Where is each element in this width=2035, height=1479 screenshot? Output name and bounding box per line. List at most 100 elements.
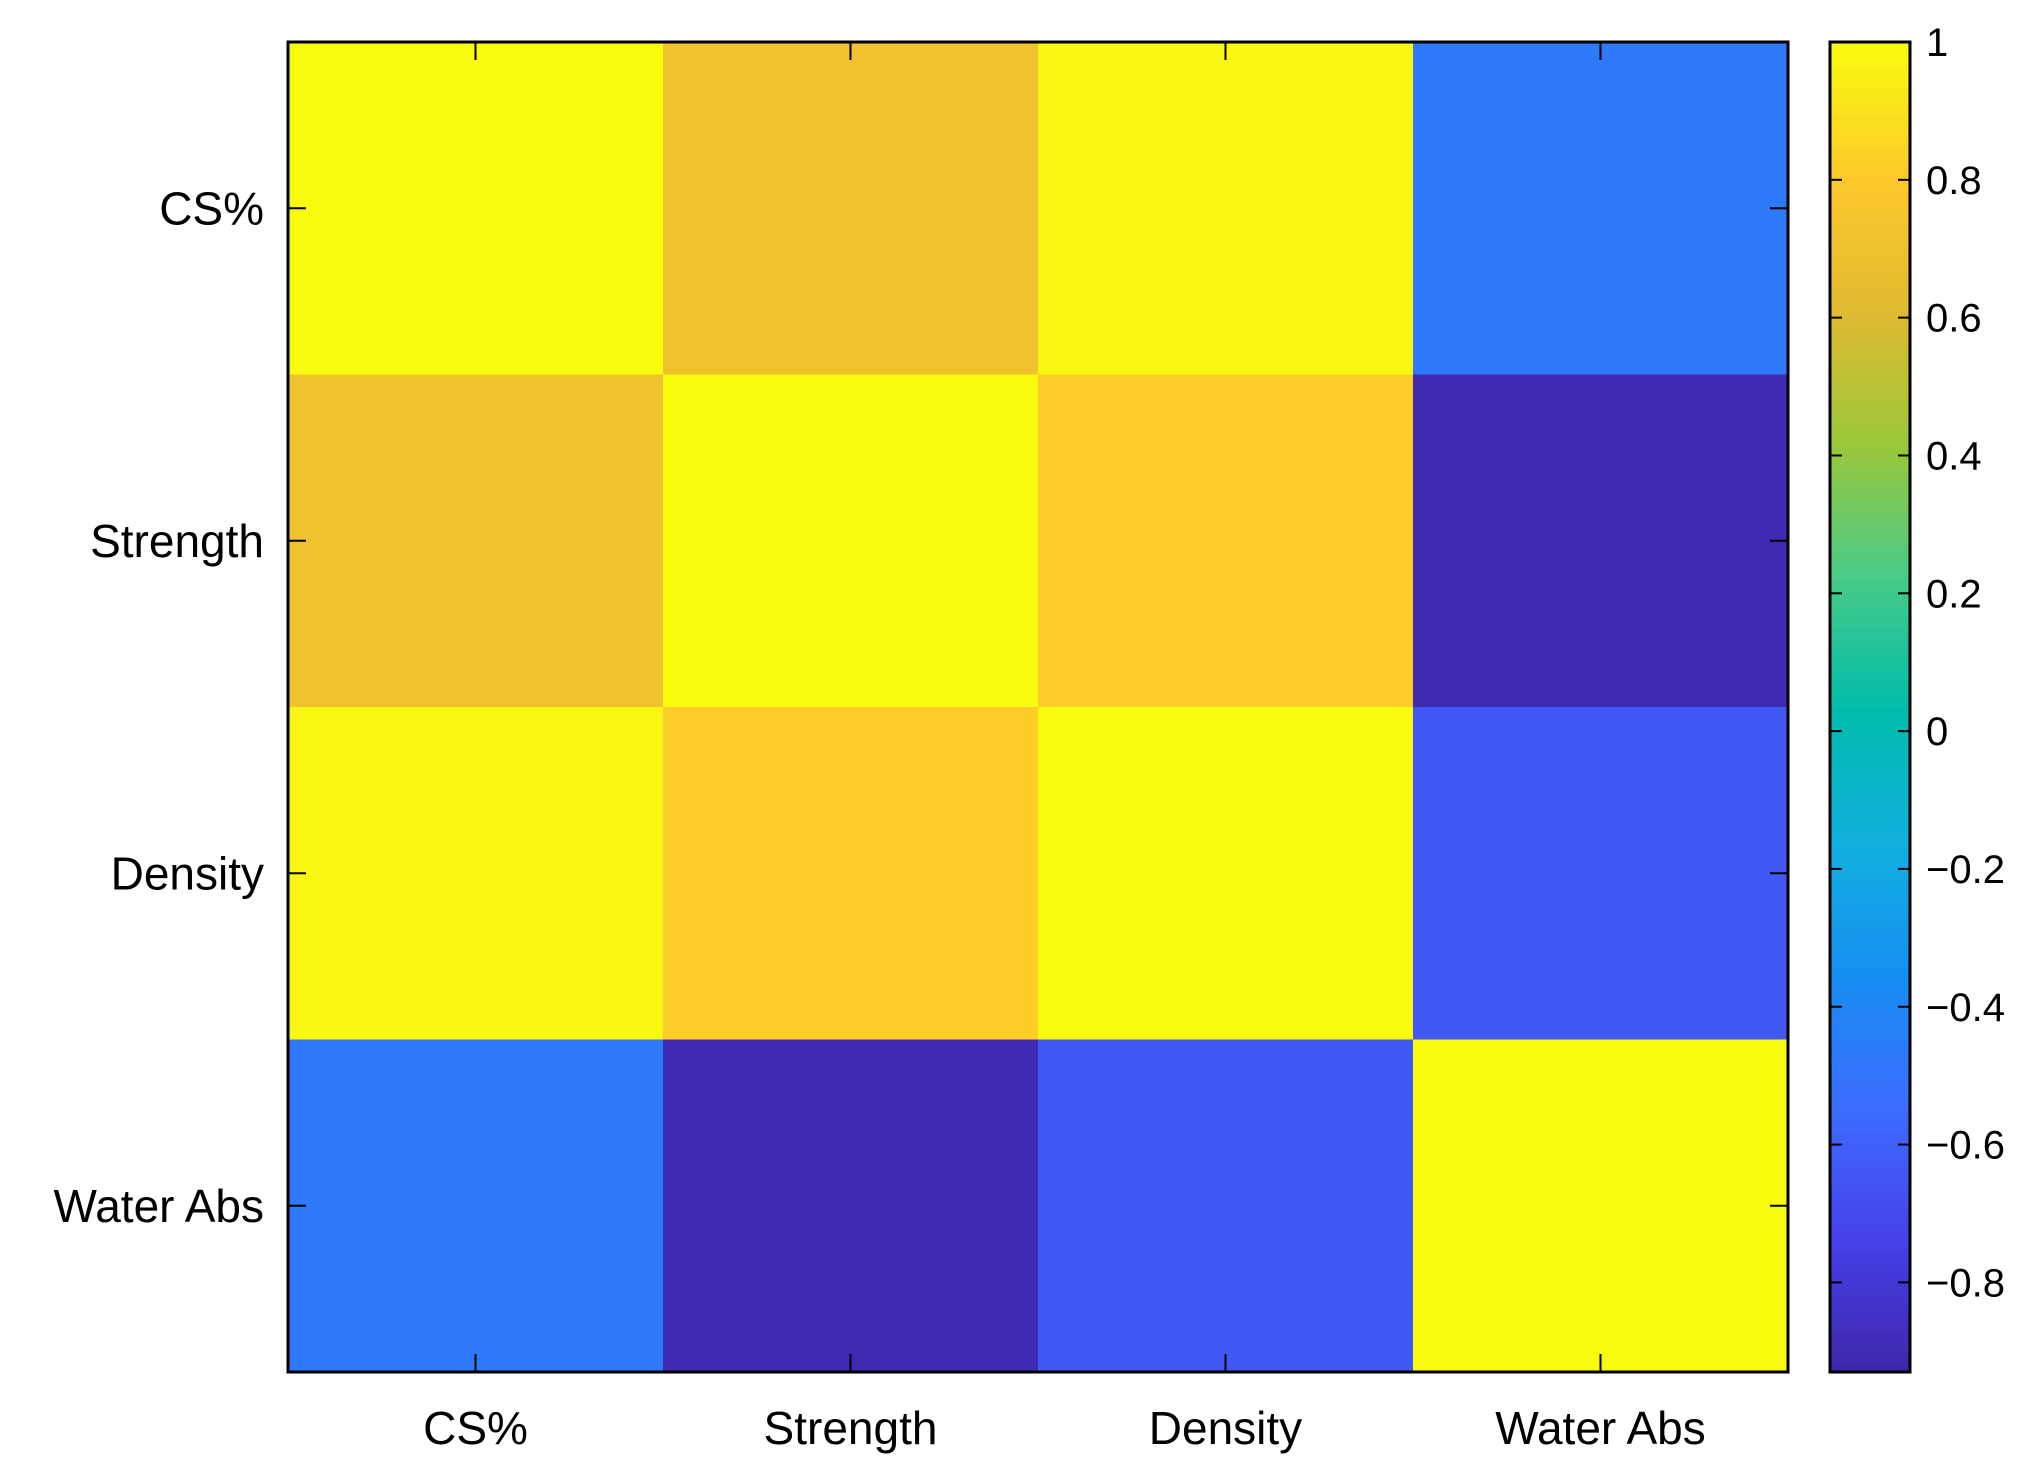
colorbar-gradient-step [1830, 806, 1910, 815]
heatmap-cell-2-1 [663, 707, 1039, 1040]
colorbar-gradient-step [1830, 567, 1910, 575]
y-tick-label: Strength [90, 515, 264, 567]
colorbar-gradient-step [1830, 434, 1910, 442]
colorbar-gradient-step [1830, 939, 1910, 948]
colorbar-gradient-step [1830, 161, 1910, 170]
colorbar-gradient-step [1830, 1106, 1910, 1114]
colorbar-gradient-step [1830, 1205, 1910, 1214]
colorbar-gradient-step [1830, 726, 1910, 735]
colorbar: 1 0.8 0.6 0.4 0.2 0 −0.2 −0.4 −0.6 −0.8 [1828, 21, 2005, 1374]
colorbar-tick-label: 0.8 [1926, 159, 1982, 203]
colorbar-gradient-step [1830, 587, 1910, 595]
colorbar-gradient-step [1830, 188, 1910, 196]
colorbar-gradient-step [1830, 1046, 1910, 1054]
colorbar-gradient-step [1830, 327, 1910, 336]
colorbar-gradient-step [1830, 460, 1910, 469]
colorbar-gradient-step [1830, 1278, 1910, 1287]
colorbar-gradient-step [1830, 953, 1910, 961]
colorbar-tick-label: 0.6 [1926, 297, 1982, 341]
colorbar-gradient-step [1830, 667, 1910, 675]
colorbar-gradient-step [1830, 454, 1910, 462]
colorbar-gradient-step [1830, 1179, 1910, 1187]
colorbar-gradient-step [1830, 1325, 1910, 1334]
colorbar-gradient-step [1830, 1026, 1910, 1034]
colorbar-tick-label: 0.2 [1926, 572, 1982, 616]
colorbar-gradient-step [1830, 1052, 1910, 1061]
colorbar-gradient-step [1830, 913, 1910, 921]
x-tick-label: CS% [423, 1402, 528, 1454]
colorbar-gradient-step [1830, 833, 1910, 841]
x-tick-label: Strength [764, 1402, 938, 1454]
colorbar-gradient-step [1830, 361, 1910, 369]
colorbar-gradient-step [1830, 1032, 1910, 1041]
colorbar-gradient-step [1830, 155, 1910, 163]
heatmap-cell-0-0 [288, 42, 664, 375]
colorbar-gradient-step [1830, 966, 1910, 974]
colorbar-gradient-step [1830, 1365, 1910, 1373]
colorbar-gradient-step [1830, 1125, 1910, 1134]
colorbar-gradient-step [1830, 1298, 1910, 1307]
colorbar-gradient-step [1830, 527, 1910, 536]
colorbar-gradient-step [1830, 148, 1910, 157]
colorbar-gradient-step [1830, 919, 1910, 928]
colorbar-gradient-step [1830, 1019, 1910, 1028]
colorbar-gradient-step [1830, 1119, 1910, 1127]
colorbar-gradient-step [1830, 613, 1910, 622]
colorbar-gradient-step [1830, 514, 1910, 522]
heatmap-cell-3-2 [1038, 1039, 1414, 1373]
colorbar-gradient-step [1830, 241, 1910, 250]
colorbar-gradient-step [1830, 221, 1910, 230]
colorbar-gradient-step [1830, 979, 1910, 988]
colorbar-gradient-step [1830, 201, 1910, 210]
colorbar-gradient-step [1830, 520, 1910, 529]
colorbar-gradient-step [1830, 95, 1910, 103]
colorbar-gradient-step [1830, 168, 1910, 176]
colorbar-gradient-step [1830, 1345, 1910, 1354]
heatmap-cell-2-3 [1413, 707, 1789, 1040]
colorbar-gradient-step [1830, 1318, 1910, 1327]
colorbar-gradient-step [1830, 554, 1910, 562]
colorbar-gradient-step [1830, 181, 1910, 190]
heatmap-cell-0-2 [1038, 42, 1414, 375]
colorbar-gradient-step [1830, 1332, 1910, 1340]
colorbar-gradient-step [1830, 1192, 1910, 1201]
colorbar-gradient-step [1830, 647, 1910, 655]
colorbar-gradient-step [1830, 301, 1910, 309]
colorbar-gradient-step [1830, 1006, 1910, 1014]
colorbar-gradient-step [1830, 1172, 1910, 1181]
colorbar-gradient-step [1830, 1132, 1910, 1141]
colorbar-tick-label: −0.2 [1926, 848, 2005, 892]
colorbar-gradient-step [1830, 367, 1910, 376]
colorbar-gradient-step [1830, 48, 1910, 57]
colorbar-gradient-step [1830, 274, 1910, 283]
colorbar-gradient-step [1830, 507, 1910, 516]
colorbar-gradient-step [1830, 234, 1910, 243]
colorbar-gradient-step [1830, 879, 1910, 888]
colorbar-gradient-step [1830, 1145, 1910, 1154]
colorbar-gradient-step [1830, 281, 1910, 290]
x-tick-labels: CS% Strength Density Water Abs [423, 1402, 1706, 1454]
colorbar-gradient-step [1830, 786, 1910, 795]
colorbar-gradient-step [1830, 693, 1910, 702]
colorbar-gradient-step [1830, 986, 1910, 994]
x-tick-label: Water Abs [1495, 1402, 1705, 1454]
colorbar-gradient-step [1830, 480, 1910, 489]
colorbar-gradient-step [1830, 1165, 1910, 1174]
colorbar-gradient-step [1830, 128, 1910, 137]
colorbar-gradient-step [1830, 288, 1910, 296]
colorbar-gradient-step [1830, 826, 1910, 835]
colorbar-gradient-step [1830, 1185, 1910, 1194]
colorbar-gradient-step [1830, 441, 1910, 449]
colorbar-gradient-step [1830, 1272, 1910, 1280]
colorbar-gradient-step [1830, 1086, 1910, 1094]
colorbar-gradient-step [1830, 760, 1910, 768]
colorbar-gradient-step [1830, 1112, 1910, 1121]
colorbar-gradient-step [1830, 1225, 1910, 1234]
colorbar-gradient-step [1830, 447, 1910, 456]
colorbar-gradient-step [1830, 633, 1910, 642]
colorbar-gradient-step [1830, 1159, 1910, 1167]
colorbar-gradient-step [1830, 534, 1910, 542]
heatmap-cell-3-3 [1413, 1039, 1789, 1373]
colorbar-gradient-step [1830, 866, 1910, 875]
